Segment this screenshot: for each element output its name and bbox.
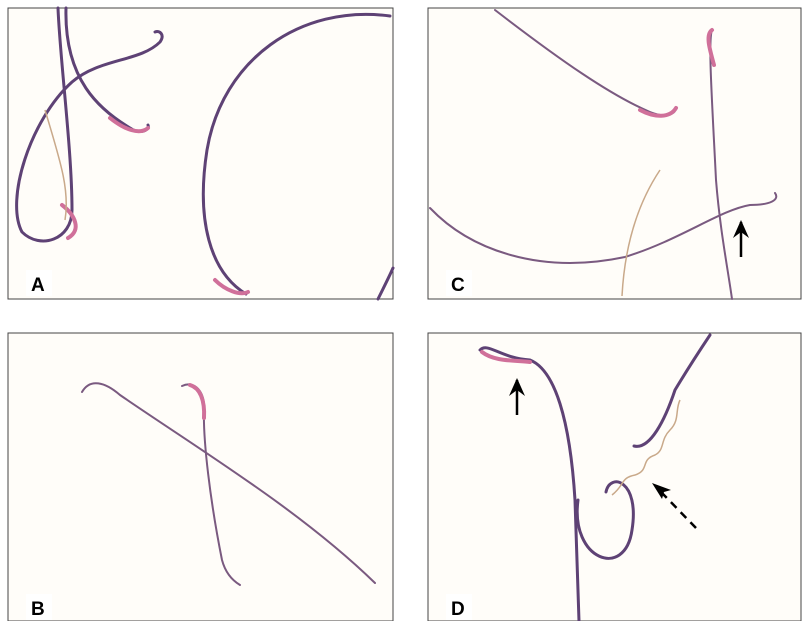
panel-frame	[8, 8, 393, 299]
panel-frame	[428, 8, 801, 299]
panel-label: C	[451, 275, 465, 296]
panel-frame	[428, 333, 801, 621]
panel: D	[428, 333, 801, 621]
panel-label: A	[31, 275, 45, 296]
panel: C	[428, 8, 801, 299]
panel-label: D	[451, 599, 465, 620]
panel: B	[8, 333, 393, 621]
panel: A	[8, 8, 393, 299]
figure: A C B D	[0, 0, 802, 621]
panel-frame	[8, 333, 393, 621]
panel-label: B	[31, 599, 45, 620]
